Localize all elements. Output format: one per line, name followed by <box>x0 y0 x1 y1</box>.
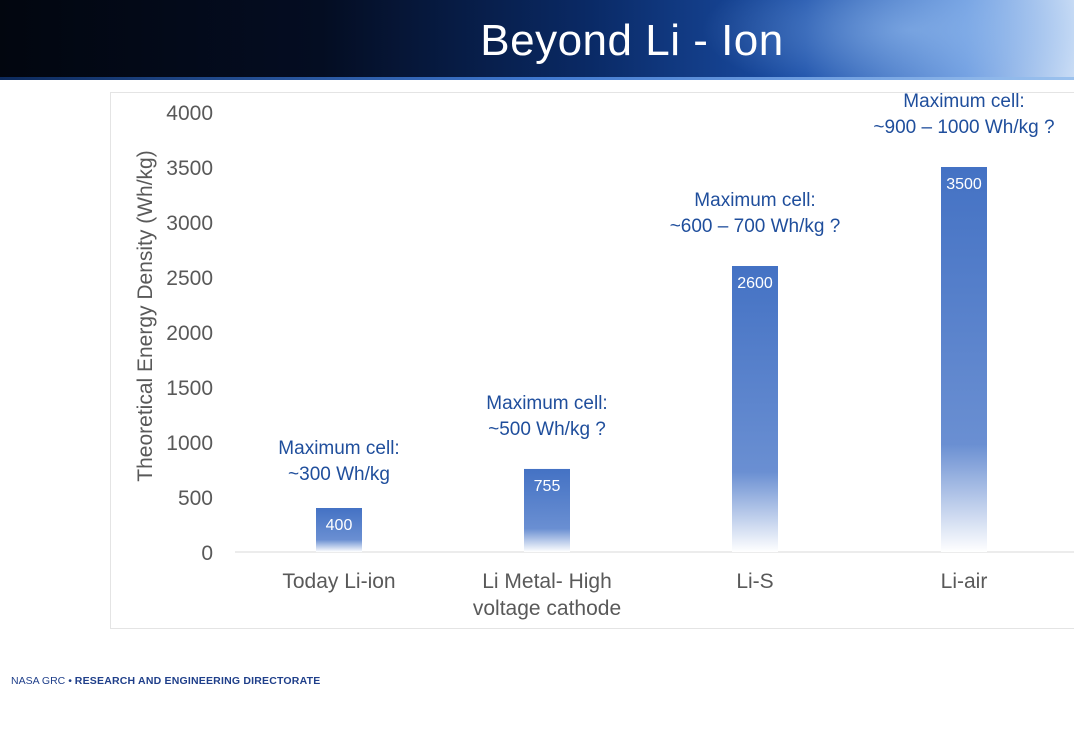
banner-glow <box>700 0 1074 80</box>
annotation-text: ~600 – 700 Wh/kg ? <box>670 216 841 237</box>
y-tick-label: 3000 <box>166 212 213 235</box>
annotation-text: ~300 Wh/kg <box>288 464 390 485</box>
x-category-label: Li-S <box>736 570 773 593</box>
y-tick-label: 1000 <box>166 432 213 455</box>
data-label: 2600 <box>737 275 773 292</box>
x-category-label: voltage cathode <box>473 597 621 620</box>
y-tick-label: 500 <box>178 487 213 510</box>
bar <box>316 508 362 552</box>
footer-directorate: RESEARCH AND ENGINEERING DIRECTORATE <box>74 675 321 687</box>
footer-separator: • <box>68 675 72 687</box>
annotation-text: Maximum cell: <box>694 190 815 211</box>
x-category-label: Today Li-ion <box>282 570 395 593</box>
footer: NASA GRC • RESEARCH AND ENGINEERING DIRE… <box>11 675 320 687</box>
footer-org: NASA GRC <box>11 675 66 687</box>
y-tick-label: 3500 <box>166 157 213 180</box>
chart-frame <box>110 92 1074 629</box>
y-axis-label: Theoretical Energy Density (Wh/kg) <box>134 150 157 481</box>
annotation-text: Maximum cell: <box>903 91 1024 112</box>
annotation-text: ~900 – 1000 Wh/kg ? <box>873 117 1054 138</box>
data-label: 400 <box>326 517 353 534</box>
bar <box>524 468 570 552</box>
slide-title: Beyond Li - Ion <box>480 16 784 65</box>
y-tick-label: 0 <box>201 542 213 565</box>
y-tick-label: 2500 <box>166 267 213 290</box>
x-category-label: Li Metal- High <box>482 570 612 593</box>
x-category-label: Li-air <box>941 570 988 593</box>
y-tick-label: 2000 <box>166 322 213 345</box>
data-label: 755 <box>534 478 561 495</box>
bar <box>941 167 987 552</box>
title-banner: Beyond Li - Ion <box>0 0 1074 80</box>
annotation-text: ~500 Wh/kg ? <box>488 419 606 440</box>
y-tick-label: 4000 <box>166 102 213 125</box>
y-tick-label: 1500 <box>166 377 213 400</box>
data-label: 3500 <box>946 176 982 193</box>
bar <box>732 266 778 552</box>
annotation-text: Maximum cell: <box>486 393 607 414</box>
annotation-text: Maximum cell: <box>278 438 399 459</box>
